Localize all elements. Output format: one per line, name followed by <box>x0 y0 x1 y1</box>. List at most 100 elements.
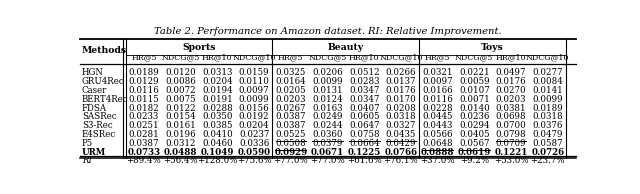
Text: 0.0460: 0.0460 <box>202 139 233 148</box>
Text: 0.0221: 0.0221 <box>459 68 490 77</box>
Text: 0.0277: 0.0277 <box>532 68 563 77</box>
Text: 0.0164: 0.0164 <box>275 77 306 86</box>
Text: BERT4Rec: BERT4Rec <box>82 95 129 104</box>
Text: 0.0567: 0.0567 <box>459 139 490 148</box>
Text: 0.0166: 0.0166 <box>422 86 453 95</box>
Text: 0.0360: 0.0360 <box>312 130 343 139</box>
Text: 0.0203: 0.0203 <box>496 95 526 104</box>
Text: +53.0%: +53.0% <box>493 156 529 165</box>
Text: +128.0%: +128.0% <box>197 156 237 165</box>
Text: 0.0110: 0.0110 <box>239 77 269 86</box>
Text: 0.0619: 0.0619 <box>458 148 491 157</box>
Text: HR@10: HR@10 <box>496 53 526 61</box>
Text: 0.0387: 0.0387 <box>276 113 306 121</box>
Text: 0.0206: 0.0206 <box>312 68 343 77</box>
Text: 0.0237: 0.0237 <box>239 130 269 139</box>
Text: NDCG@10: NDCG@10 <box>232 53 276 61</box>
Text: +76.1%: +76.1% <box>383 156 419 165</box>
Text: 0.0196: 0.0196 <box>165 130 196 139</box>
Text: 0.0700: 0.0700 <box>495 121 526 130</box>
Text: 0.0124: 0.0124 <box>312 95 343 104</box>
Text: 0.1221: 0.1221 <box>494 148 528 157</box>
Text: 0.0194: 0.0194 <box>202 86 233 95</box>
Text: 0.0107: 0.0107 <box>459 86 490 95</box>
Text: 0.0347: 0.0347 <box>349 86 380 95</box>
Text: NDCG@10: NDCG@10 <box>526 53 570 61</box>
Text: 0.0203: 0.0203 <box>276 95 306 104</box>
Text: 0.0204: 0.0204 <box>239 121 269 130</box>
Text: 0.0664: 0.0664 <box>349 139 380 148</box>
Text: NDCG@5: NDCG@5 <box>455 53 493 61</box>
Text: Methods: Methods <box>81 46 127 55</box>
Text: URM: URM <box>82 148 106 157</box>
Text: 0.0120: 0.0120 <box>165 68 196 77</box>
Text: 0.0192: 0.0192 <box>239 113 269 121</box>
Text: 0.0249: 0.0249 <box>312 113 343 121</box>
Text: +56.4%: +56.4% <box>163 156 198 165</box>
Text: 0.0929: 0.0929 <box>274 148 307 157</box>
Text: 0.0605: 0.0605 <box>349 113 380 121</box>
Text: FDSA: FDSA <box>82 104 107 113</box>
Text: 0.0140: 0.0140 <box>459 104 490 113</box>
Text: 0.0587: 0.0587 <box>532 139 563 148</box>
Text: Table 2. Performance on Amazon dataset. RI: Relative Improvement.: Table 2. Performance on Amazon dataset. … <box>154 27 502 36</box>
Text: 0.0288: 0.0288 <box>202 104 233 113</box>
Text: 0.0205: 0.0205 <box>275 86 306 95</box>
Text: HR@5: HR@5 <box>425 53 451 61</box>
Text: NDCG@5: NDCG@5 <box>308 53 347 61</box>
Text: Beauty: Beauty <box>328 43 364 52</box>
Text: Sports: Sports <box>182 43 216 52</box>
Text: 0.0733: 0.0733 <box>127 148 161 157</box>
Text: 0.0251: 0.0251 <box>129 121 159 130</box>
Text: 0.0385: 0.0385 <box>202 121 233 130</box>
Text: 0.0312: 0.0312 <box>165 139 196 148</box>
Text: RI: RI <box>82 156 92 165</box>
Text: +77.0%: +77.0% <box>310 156 345 165</box>
Text: 0.0176: 0.0176 <box>496 77 526 86</box>
Text: 0.0116: 0.0116 <box>129 86 159 95</box>
Text: 0.0429: 0.0429 <box>386 139 416 148</box>
Text: 0.0647: 0.0647 <box>349 121 380 130</box>
Text: 0.0766: 0.0766 <box>385 148 417 157</box>
Text: 0.0321: 0.0321 <box>422 68 453 77</box>
Text: 0.0318: 0.0318 <box>385 113 416 121</box>
Text: 0.0443: 0.0443 <box>422 121 453 130</box>
Text: 0.0267: 0.0267 <box>276 104 306 113</box>
Text: 0.0318: 0.0318 <box>532 113 563 121</box>
Text: 0.0294: 0.0294 <box>459 121 490 130</box>
Text: +61.6%: +61.6% <box>347 156 381 165</box>
Text: +9.2%: +9.2% <box>460 156 489 165</box>
Text: 0.0281: 0.0281 <box>129 130 159 139</box>
Text: 0.0141: 0.0141 <box>532 86 563 95</box>
Text: Toys: Toys <box>481 43 504 52</box>
Text: GRU4Rec: GRU4Rec <box>82 77 125 86</box>
Text: 0.1049: 0.1049 <box>201 148 234 157</box>
Text: 0.0122: 0.0122 <box>165 104 196 113</box>
Text: 0.0099: 0.0099 <box>239 95 269 104</box>
Text: +23.7%: +23.7% <box>531 156 565 165</box>
Text: 0.0698: 0.0698 <box>496 113 526 121</box>
Text: 0.0445: 0.0445 <box>422 113 453 121</box>
Text: 0.0387: 0.0387 <box>129 139 159 148</box>
Text: 0.0161: 0.0161 <box>165 121 196 130</box>
Text: 0.0189: 0.0189 <box>532 104 563 113</box>
Text: 0.0129: 0.0129 <box>129 77 159 86</box>
Text: 0.0888: 0.0888 <box>421 148 454 157</box>
Text: 0.0376: 0.0376 <box>532 121 563 130</box>
Text: HR@5: HR@5 <box>278 53 303 61</box>
Text: 0.0327: 0.0327 <box>386 121 416 130</box>
Text: HR@5: HR@5 <box>131 53 157 61</box>
Text: 0.0709: 0.0709 <box>496 139 526 148</box>
Text: 0.0137: 0.0137 <box>386 77 416 86</box>
Text: 0.0798: 0.0798 <box>496 130 526 139</box>
Text: 0.0347: 0.0347 <box>349 95 380 104</box>
Text: 0.0387: 0.0387 <box>276 121 306 130</box>
Text: 0.0525: 0.0525 <box>276 130 306 139</box>
Text: Caser: Caser <box>82 86 108 95</box>
Text: 0.0407: 0.0407 <box>349 104 380 113</box>
Text: NDCG@10: NDCG@10 <box>379 53 422 61</box>
Text: 0.0244: 0.0244 <box>312 121 343 130</box>
Text: 0.0590: 0.0590 <box>237 148 271 157</box>
Text: 0.0071: 0.0071 <box>459 95 490 104</box>
Text: HR@10: HR@10 <box>349 53 380 61</box>
